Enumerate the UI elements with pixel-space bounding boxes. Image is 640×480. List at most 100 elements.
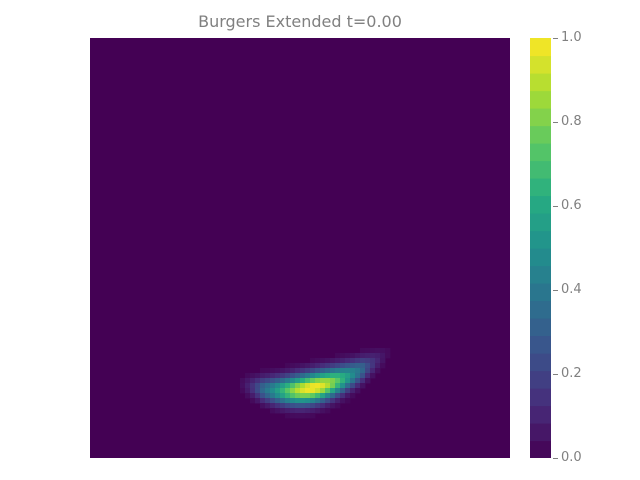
- heatmap-cell: [320, 378, 326, 384]
- heatmap-cell: [310, 363, 316, 369]
- heatmap-cell: [340, 368, 346, 374]
- heatmap-cell: [365, 373, 371, 379]
- heatmap-cell: [340, 363, 346, 369]
- colorbar-level-18: [530, 125, 551, 144]
- heatmap-cell: [310, 413, 316, 419]
- heatmap-cell: [255, 388, 261, 394]
- colorbar-level-5: [530, 353, 551, 372]
- heatmap-cell: [300, 373, 306, 379]
- heatmap-cell: [295, 403, 301, 409]
- heatmap-cell: [350, 373, 356, 379]
- heatmap-cell: [340, 398, 346, 404]
- colorbar-level-19: [530, 108, 551, 127]
- heatmap-cell: [265, 393, 271, 399]
- heatmap-cell: [305, 403, 311, 409]
- heatmap-cell: [325, 403, 331, 409]
- heatmap-cell: [335, 398, 341, 404]
- heatmap-cell: [280, 403, 286, 409]
- heatmap-cell: [250, 393, 256, 399]
- colorbar-tick-label: 0.8: [561, 114, 582, 129]
- heatmap-cell: [265, 403, 271, 409]
- heatmap-cell: [375, 353, 381, 359]
- heatmap-cell: [305, 378, 311, 384]
- heatmap-cell: [260, 373, 266, 379]
- heatmap-cell: [245, 388, 251, 394]
- heatmap-cell: [290, 383, 296, 389]
- heatmap-cell: [375, 363, 381, 369]
- heatmap-cell: [245, 393, 251, 399]
- heatmap-cell: [285, 388, 291, 394]
- heatmap-cell: [290, 368, 296, 374]
- heatmap-cell: [285, 403, 291, 409]
- heatmap-cell: [360, 383, 366, 389]
- heatmap-cell: [310, 358, 316, 364]
- heatmap-cell: [320, 358, 326, 364]
- heatmap-cell: [245, 383, 251, 389]
- heatmap-cell: [345, 398, 351, 404]
- heatmap-cell: [270, 388, 276, 394]
- heatmap-cell: [265, 388, 271, 394]
- heatmap-cell: [380, 358, 386, 364]
- heatmap-cell: [325, 378, 331, 384]
- heatmap-cell: [370, 368, 376, 374]
- heatmap-cell: [345, 383, 351, 389]
- heatmap-cell: [360, 378, 366, 384]
- heatmap-cell: [260, 388, 266, 394]
- heatmap-cell: [250, 398, 256, 404]
- heatmap-cell: [295, 378, 301, 384]
- heatmap-cell: [310, 388, 316, 394]
- heatmap-cell: [270, 368, 276, 374]
- heatmap-cell: [350, 383, 356, 389]
- heatmap-cell: [275, 383, 281, 389]
- heatmap-cell: [345, 373, 351, 379]
- colorbar-tick: [553, 374, 558, 375]
- heatmap-cell: [320, 368, 326, 374]
- heatmap-cell: [345, 358, 351, 364]
- colorbar-level-3: [530, 388, 551, 407]
- heatmap-cell: [285, 398, 291, 404]
- heatmap-cell: [300, 408, 306, 414]
- heatmap-cell: [315, 393, 321, 399]
- heatmap-cell: [280, 408, 286, 414]
- heatmap-cell: [300, 393, 306, 399]
- heatmap-cell: [270, 398, 276, 404]
- colorbar-level-23: [530, 38, 551, 57]
- heatmap-cell: [290, 403, 296, 409]
- heatmap-cell: [280, 378, 286, 384]
- heatmap-cell: [320, 398, 326, 404]
- heatmap-cell: [255, 383, 261, 389]
- heatmap-cell: [385, 348, 391, 354]
- heatmap-cell: [300, 398, 306, 404]
- heatmap-cell: [345, 378, 351, 384]
- heatmap-cell: [360, 363, 366, 369]
- heatmap-cell: [255, 373, 261, 379]
- heatmap-cell: [275, 408, 281, 414]
- heatmap-cell: [370, 363, 376, 369]
- colorbar-level-0: [530, 440, 551, 458]
- colorbar-level-2: [530, 405, 551, 424]
- heatmap-cell: [260, 383, 266, 389]
- heatmap-cell: [285, 408, 291, 414]
- colorbar-level-17: [530, 143, 551, 162]
- heatmap-cell: [315, 378, 321, 384]
- heatmap-cell: [310, 368, 316, 374]
- heatmap-cell: [240, 383, 246, 389]
- heatmap-cell: [360, 353, 366, 359]
- heatmap-cell: [325, 398, 331, 404]
- heatmap-cell: [385, 353, 391, 359]
- heatmap-cell: [330, 363, 336, 369]
- heatmap-cell: [290, 413, 296, 419]
- heatmap-cell: [330, 393, 336, 399]
- heatmap-cell: [320, 383, 326, 389]
- heatmap-cell: [355, 358, 361, 364]
- heatmap-cell: [335, 388, 341, 394]
- heatmap-cell: [360, 358, 366, 364]
- heatmap-cell: [340, 373, 346, 379]
- heatmap-cell: [280, 383, 286, 389]
- heatmap-cell: [290, 373, 296, 379]
- heatmap-cell: [300, 383, 306, 389]
- heatmap-cell: [340, 358, 346, 364]
- heatmap-cell: [295, 413, 301, 419]
- heatmap-cell: [375, 348, 381, 354]
- heatmap-cell: [295, 398, 301, 404]
